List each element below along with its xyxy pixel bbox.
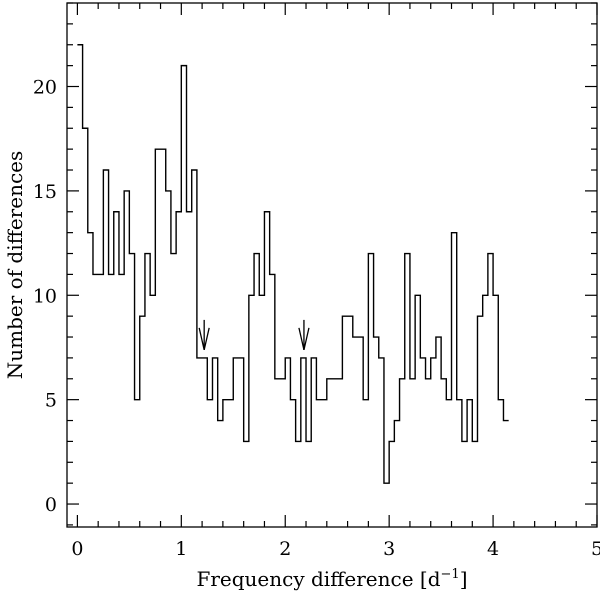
arrow-head-left	[298, 327, 305, 351]
y-tick-label: 15	[33, 181, 57, 203]
x-tick-label: 3	[383, 538, 395, 560]
y-tick-label: 5	[45, 390, 57, 412]
histogram-step-line	[77, 44, 509, 484]
x-axis-title: Frequency difference [d−1]	[196, 567, 467, 591]
x-tick-label: 0	[71, 538, 83, 560]
plot-frame	[66, 2, 598, 528]
y-axis-title: Number of differences	[3, 151, 27, 380]
y-tick-label: 10	[33, 285, 57, 307]
x-axis-title-suffix: ]	[460, 567, 468, 591]
y-tick-label: 20	[33, 77, 57, 99]
x-tick-label: 4	[487, 538, 499, 560]
peak-arrows	[198, 319, 310, 351]
x-tick-label: 5	[591, 538, 600, 560]
arrow-head-right	[203, 327, 210, 351]
x-tick-label: 2	[279, 538, 291, 560]
arrow-peak-2	[298, 319, 310, 351]
arrow-head-left	[198, 327, 205, 351]
arrow-head-right	[303, 327, 310, 351]
x-axis-title-superscript: −1	[441, 567, 460, 582]
axis-ticks	[67, 2, 598, 527]
x-tick-label: 1	[175, 538, 187, 560]
arrow-peak-1	[198, 319, 210, 351]
y-tick-label: 0	[45, 494, 57, 516]
tick-labels: 0 1 2 3 4 5 0 5 10 15 20	[33, 77, 600, 560]
